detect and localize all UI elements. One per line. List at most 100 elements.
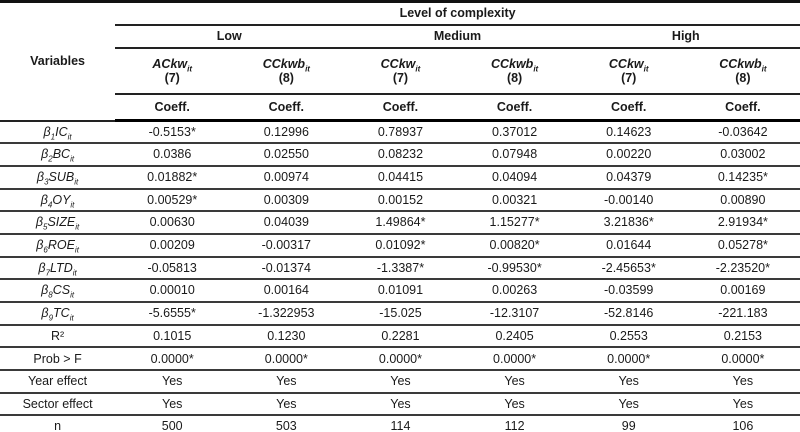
coeff-cell: 0.01092* (343, 232, 458, 257)
table-row: R² 0.1015 0.1230 0.2281 0.2405 0.2553 0.2153 (0, 323, 800, 348)
coeff-cell: 0.04379 (571, 164, 686, 189)
variable-label: β4OYit (0, 187, 116, 212)
coeff-cell: 0.00890 (685, 187, 800, 212)
coeff-cell: 0.00164 (229, 278, 344, 302)
model-name: CCkwb (262, 56, 306, 71)
coeff-cell: -0.01374 (229, 255, 344, 280)
coeff-cell: 0.2405 (457, 323, 572, 348)
coeff-cell: 0.78937 (343, 119, 458, 144)
model-num: (8) (278, 71, 294, 85)
variable-label: Sector effect (0, 391, 116, 416)
table-title: Level of complexity (115, 1, 800, 26)
coeff-cell: 0.12996 (229, 119, 344, 144)
coeff-cell: 0.00152 (343, 187, 458, 212)
coeff-cell: -1.322953 (229, 301, 344, 325)
coeff-cell: Yes (685, 369, 800, 393)
coeff-cell: 1.15277* (457, 210, 572, 234)
variable-label: Prob > F (0, 346, 116, 371)
table-row: Year effect Yes Yes Yes Yes Yes Yes (0, 369, 800, 393)
coeff-row: Coeff. Coeff. Coeff. Coeff. Coeff. Coeff… (0, 94, 800, 122)
table-row: β1ICit -0.5153* 0.12996 0.78937 0.37012 0.146… (0, 119, 800, 144)
group-medium: Medium (343, 25, 572, 49)
table-row: Prob > F 0.0000* 0.0000* 0.0000* 0.0000* 0.00… (0, 346, 800, 371)
coeff-cell: Yes (571, 369, 686, 393)
coeff-header: Coeff. (343, 94, 458, 122)
group-low: Low (115, 25, 344, 49)
coeff-cell: 114 (343, 414, 458, 432)
coeff-cell: 0.0000* (229, 346, 344, 371)
variable-label: n (0, 414, 116, 432)
coeff-cell: 0.08232 (343, 142, 458, 166)
group-row: Low Medium High (0, 25, 800, 49)
coeff-cell: 0.37012 (457, 119, 572, 144)
coeff-cell: 3.21836* (571, 210, 686, 234)
model-header: CCkwbit (8) (229, 48, 344, 95)
variable-label: β2BCit (0, 142, 116, 166)
table-row: β7LTDit -0.05813 -0.01374 -1.3387* -0.99530*… (0, 255, 800, 280)
coeff-cell: 0.00974 (229, 164, 344, 189)
coeff-cell: 0.03002 (685, 142, 800, 166)
table-row: β3SUBit 0.01882* 0.00974 0.04415 0.04094 0.04… (0, 164, 800, 189)
group-high: High (571, 25, 800, 49)
coeff-header: Coeff. (685, 94, 800, 122)
coeff-cell: 0.04415 (343, 164, 458, 189)
table-row: n 500 503 114 112 99 106 (0, 414, 800, 432)
coeff-cell: 0.05278* (685, 232, 800, 257)
coeff-cell: 0.00309 (229, 187, 344, 212)
coeff-cell: 503 (229, 414, 344, 432)
coeff-cell: 0.0386 (115, 142, 230, 166)
model-num: (7) (164, 71, 180, 85)
coeff-cell: 2.91934* (685, 210, 800, 234)
coeff-cell: 500 (115, 414, 230, 432)
coeff-cell: 0.02550 (229, 142, 344, 166)
coeff-cell: -0.99530* (457, 255, 572, 280)
variable-label: β3SUBit (0, 164, 116, 189)
variable-label: β9TCit (0, 301, 116, 325)
coeff-header: Coeff. (115, 94, 230, 122)
coeff-cell: 0.00263 (457, 278, 572, 302)
variable-label: β8CSit (0, 278, 116, 302)
coeff-cell: 0.14623 (571, 119, 686, 144)
coeff-cell: 0.07948 (457, 142, 572, 166)
coeff-cell: 0.00169 (685, 278, 800, 302)
coeff-cell: 99 (571, 414, 686, 432)
coeff-cell: 0.2281 (343, 323, 458, 348)
coeff-cell: -0.03642 (685, 119, 800, 144)
variable-label: β5SIZEit (0, 210, 116, 234)
coeff-cell: Yes (685, 391, 800, 416)
model-header: CCkwbit (8) (685, 48, 800, 95)
model-sub: it (643, 64, 649, 74)
coeff-cell: 0.0000* (343, 346, 458, 371)
variable-label: R² (0, 323, 116, 348)
variable-label: β1ICit (0, 119, 116, 144)
coeff-cell: 0.2553 (571, 323, 686, 348)
model-header: ACkwit (7) (115, 48, 230, 95)
coeff-cell: 106 (685, 414, 800, 432)
coeff-cell: -0.5153* (115, 119, 230, 144)
coeff-cell: 0.00010 (115, 278, 230, 302)
table-row: β6ROEit 0.00209 -0.00317 0.01092* 0.00820* 0.… (0, 232, 800, 257)
coeff-cell: 0.00820* (457, 232, 572, 257)
coeff-cell: 0.14235* (685, 164, 800, 189)
model-row: ACkwit (7) CCkwbit (8) CCkwit (7) CCkwbit (8… (0, 48, 800, 95)
coeff-cell: 0.0000* (457, 346, 572, 371)
coeff-cell: Yes (571, 391, 686, 416)
coeff-cell: Yes (229, 391, 344, 416)
model-name: CCkw (380, 56, 416, 71)
model-num: (7) (392, 71, 409, 85)
table-row: β8CSit 0.00010 0.00164 0.01091 0.00263 -0.035… (0, 278, 800, 302)
model-num: (8) (735, 71, 751, 85)
model-sub: it (533, 64, 539, 74)
coeff-cell: 0.0000* (685, 346, 800, 371)
model-header: CCkwit (7) (343, 48, 458, 95)
variables-header: Variables (0, 1, 116, 122)
model-num: (8) (506, 71, 523, 85)
coeff-cell: 0.00321 (457, 187, 572, 212)
coeff-cell: Yes (115, 391, 230, 416)
coeff-cell: Yes (115, 369, 230, 393)
model-sub: it (187, 64, 193, 74)
coeff-cell: 0.0000* (115, 346, 230, 371)
coeff-cell: 0.1015 (115, 323, 230, 348)
